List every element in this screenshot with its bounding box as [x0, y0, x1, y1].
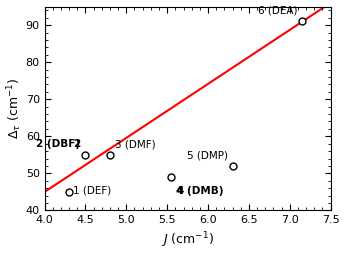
Y-axis label: $\it{\Delta}_{\tau}$ (cm$^{-1}$): $\it{\Delta}_{\tau}$ (cm$^{-1}$) — [6, 78, 24, 139]
Text: 4: 4 — [176, 186, 184, 196]
Text: 6 (DEA): 6 (DEA) — [258, 6, 297, 16]
Text: 2: 2 — [73, 139, 81, 149]
Text: 2 (DBF): 2 (DBF) — [37, 139, 81, 149]
Text: 1 (DEF): 1 (DEF) — [73, 185, 111, 195]
Text: 3 (DMF): 3 (DMF) — [115, 139, 156, 149]
Text: 4 (DMB): 4 (DMB) — [176, 186, 224, 196]
X-axis label: $J$ (cm$^{-1}$): $J$ (cm$^{-1}$) — [161, 231, 214, 250]
Text: 5 (DMP): 5 (DMP) — [187, 150, 228, 161]
